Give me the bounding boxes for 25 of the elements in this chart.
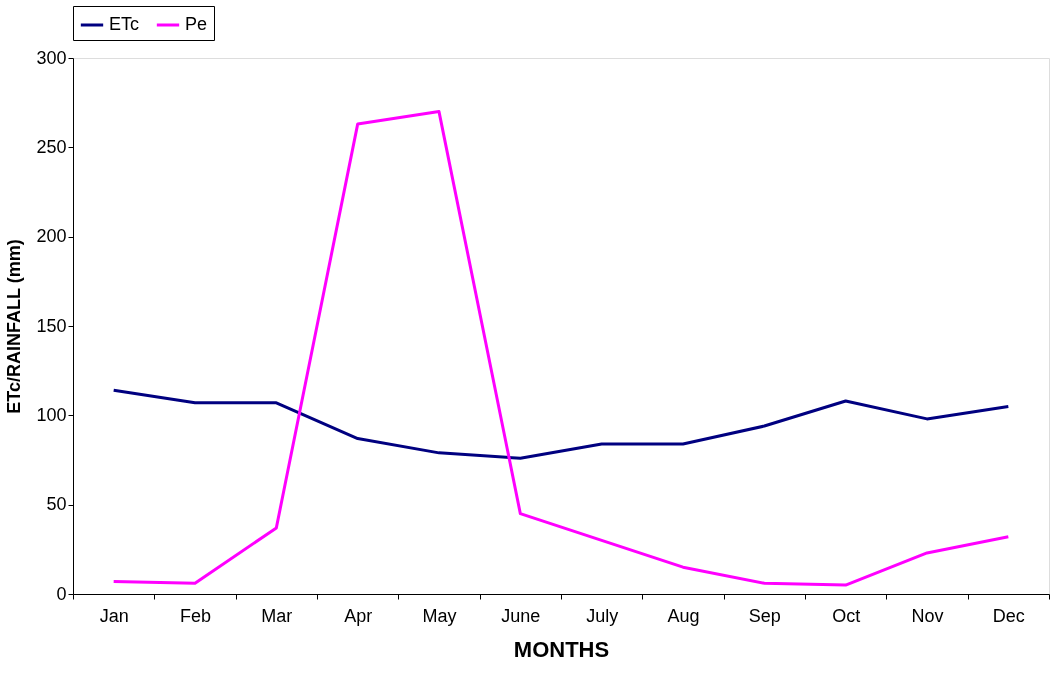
line-series xyxy=(112,110,1010,587)
x-axis-title: MONTHS xyxy=(513,636,610,662)
x-tick-label: May xyxy=(422,605,457,626)
x-tick-label: Jan xyxy=(99,605,129,626)
x-tick-label: Feb xyxy=(179,605,212,626)
y-tick-label: 50 xyxy=(46,494,67,515)
y-tick-label: 0 xyxy=(56,583,67,604)
y-tick-label: 100 xyxy=(36,404,67,425)
x-tick-label: Apr xyxy=(344,605,373,626)
x-tick-label: Sep xyxy=(748,605,781,626)
x-tick-label: July xyxy=(586,605,619,626)
x-tick-label: Nov xyxy=(911,605,944,626)
x-tick-label: Dec xyxy=(992,605,1025,626)
x-tick-label: Mar xyxy=(261,605,293,626)
x-tick-label: Oct xyxy=(832,605,861,626)
legend-label: Pe xyxy=(185,14,208,34)
x-tick-label: June xyxy=(501,605,541,626)
y-tick-label: 150 xyxy=(36,315,67,336)
legend-label: ETc xyxy=(109,14,140,34)
y-tick-label: 300 xyxy=(36,47,67,68)
x-tick-label: Aug xyxy=(667,605,700,626)
y-tick-label: 250 xyxy=(36,136,67,157)
y-axis-title: ETc/RAINFALL (mm) xyxy=(4,239,25,414)
line-series xyxy=(112,388,1010,460)
y-tick-label: 200 xyxy=(36,226,67,247)
